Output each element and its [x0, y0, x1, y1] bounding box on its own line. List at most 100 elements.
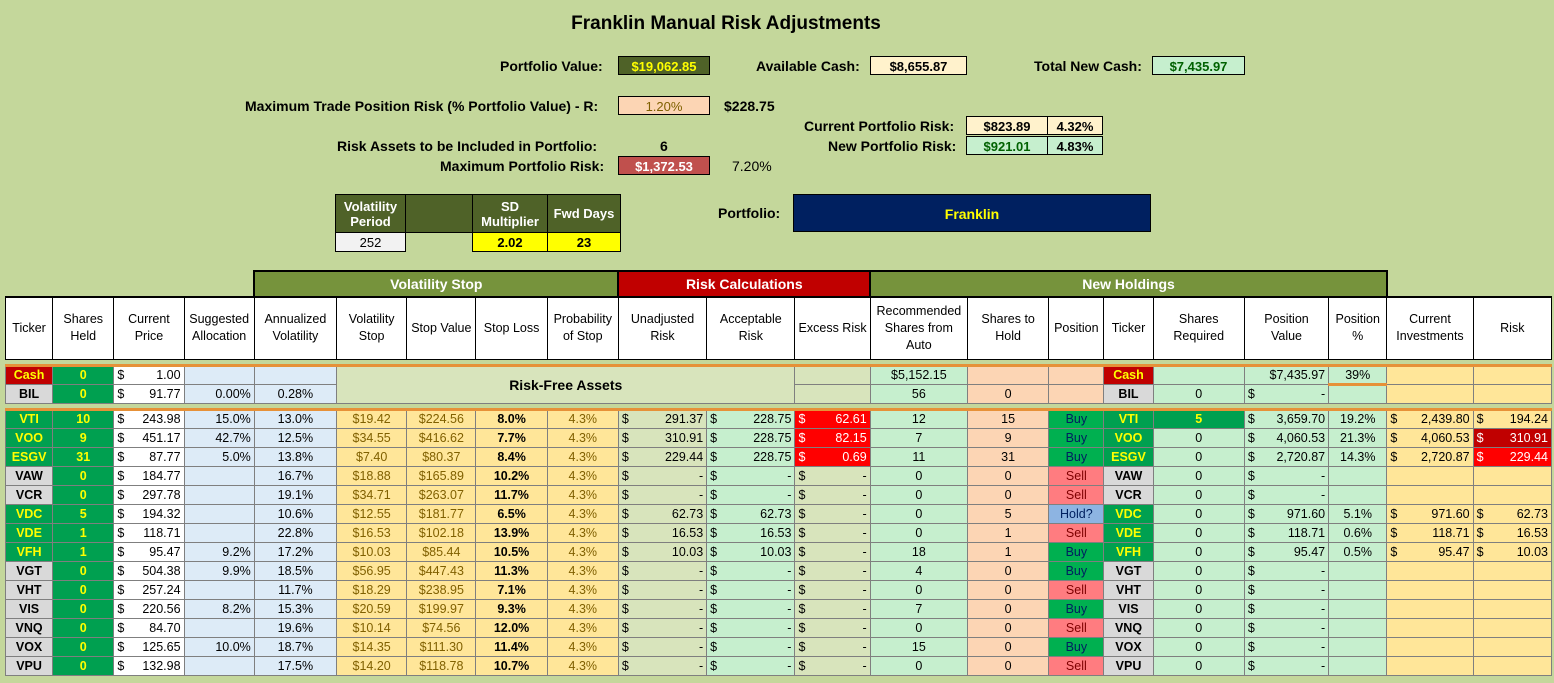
- params-spacer-header: [405, 194, 473, 233]
- current-risk-cell[interactable]: $823.89: [966, 116, 1048, 135]
- row-current-price[interactable]: $257.24: [113, 579, 185, 600]
- row-position-action[interactable]: Buy: [1048, 446, 1105, 467]
- row-shares-held[interactable]: 9: [52, 427, 115, 448]
- row-suggested-allocation[interactable]: 10.0%: [183, 636, 255, 657]
- row-shares-held[interactable]: 0: [52, 598, 115, 619]
- row-shares-to-hold[interactable]: 0: [966, 636, 1050, 657]
- row-shares-to-hold[interactable]: 0: [966, 579, 1050, 600]
- row-suggested-allocation[interactable]: 5.0%: [183, 446, 255, 467]
- row-shares-to-hold[interactable]: 0: [966, 598, 1050, 619]
- row-shares-held[interactable]: 10: [52, 408, 115, 429]
- row-suggested-allocation[interactable]: [183, 579, 255, 600]
- portfolio-name-cell[interactable]: Franklin: [793, 194, 1151, 232]
- row-position-pct: 0.6%: [1328, 522, 1388, 543]
- row-shares-to-hold[interactable]: 1: [966, 522, 1050, 543]
- row-current-investments: $971.60: [1386, 503, 1474, 524]
- row-unadjusted-risk: $ -: [617, 617, 708, 638]
- row-position-action[interactable]: Hold?: [1048, 503, 1105, 524]
- bil-hold[interactable]: 0: [966, 383, 1050, 404]
- total-new-cash-cell[interactable]: $7,435.97: [1152, 56, 1245, 75]
- row-shares-to-hold[interactable]: 0: [966, 655, 1050, 676]
- row-suggested-allocation[interactable]: [183, 522, 255, 543]
- row-current-price[interactable]: $243.98: [113, 408, 185, 429]
- row-suggested-allocation[interactable]: 15.0%: [183, 408, 255, 429]
- new-risk-pct-cell[interactable]: 4.83%: [1047, 136, 1103, 155]
- row-position-action[interactable]: Buy: [1048, 598, 1105, 619]
- row-shares-held[interactable]: 31: [52, 446, 115, 467]
- row-current-price[interactable]: $125.65: [113, 636, 185, 657]
- cash-held[interactable]: 0: [52, 364, 115, 385]
- bil-alloc[interactable]: 0.00%: [183, 383, 255, 404]
- row-shares-to-hold[interactable]: 0: [966, 617, 1050, 638]
- row-shares-to-hold[interactable]: 5: [966, 503, 1050, 524]
- max-trade-pct-cell[interactable]: 1.20%: [618, 96, 710, 115]
- row-shares-held[interactable]: 0: [52, 579, 115, 600]
- cash-alloc[interactable]: [183, 364, 255, 385]
- header-current-price: Current Price: [113, 296, 185, 360]
- row-position-value: $2,720.87: [1243, 446, 1330, 467]
- row-suggested-allocation[interactable]: 9.9%: [183, 560, 255, 581]
- row-shares-held[interactable]: 0: [52, 617, 115, 638]
- row-shares-to-hold[interactable]: 1: [966, 541, 1050, 562]
- row-position-action[interactable]: Sell: [1048, 617, 1105, 638]
- row-shares-held[interactable]: 0: [52, 636, 115, 657]
- row-shares-held[interactable]: 0: [52, 465, 115, 486]
- row-position-action[interactable]: Buy: [1048, 427, 1105, 448]
- available-cash-cell[interactable]: $8,655.87: [870, 56, 967, 75]
- row-position-action[interactable]: Buy: [1048, 408, 1105, 429]
- row-suggested-allocation[interactable]: 8.2%: [183, 598, 255, 619]
- row-shares-held[interactable]: 0: [52, 560, 115, 581]
- row-suggested-allocation[interactable]: [183, 484, 255, 505]
- row-volatility-stop: $19.42: [336, 408, 408, 429]
- row-shares-to-hold[interactable]: 0: [966, 484, 1050, 505]
- row-current-price[interactable]: $95.47: [113, 541, 185, 562]
- row-shares-to-hold[interactable]: 9: [966, 427, 1050, 448]
- row-shares-to-hold[interactable]: 0: [966, 560, 1050, 581]
- row-current-price[interactable]: $504.38: [113, 560, 185, 581]
- row-shares-held[interactable]: 1: [52, 522, 115, 543]
- sd-multiplier-cell[interactable]: 2.02: [472, 232, 548, 252]
- row-shares-held[interactable]: 0: [52, 484, 115, 505]
- vol-period-cell[interactable]: 252: [335, 232, 406, 252]
- row-shares-held[interactable]: 5: [52, 503, 115, 524]
- row-position-action[interactable]: Sell: [1048, 655, 1105, 676]
- row-position-action[interactable]: Buy: [1048, 541, 1105, 562]
- row-current-price[interactable]: $84.70: [113, 617, 185, 638]
- row-current-price[interactable]: $118.71: [113, 522, 185, 543]
- row-position-action[interactable]: Buy: [1048, 636, 1105, 657]
- row-shares-to-hold[interactable]: 15: [966, 408, 1050, 429]
- max-portfolio-risk-cell[interactable]: $1,372.53: [618, 156, 710, 175]
- row-suggested-allocation[interactable]: [183, 617, 255, 638]
- row-shares-to-hold[interactable]: 31: [966, 446, 1050, 467]
- row-current-price[interactable]: $184.77: [113, 465, 185, 486]
- row-shares-held[interactable]: 1: [52, 541, 115, 562]
- fwd-days-cell[interactable]: 23: [547, 232, 621, 252]
- row-current-price[interactable]: $87.77: [113, 446, 185, 467]
- current-risk-pct-cell[interactable]: 4.32%: [1047, 116, 1103, 135]
- row-current-price[interactable]: $297.78: [113, 484, 185, 505]
- bil-held[interactable]: 0: [52, 383, 115, 404]
- row-position-action[interactable]: Sell: [1048, 465, 1105, 486]
- row-position-action[interactable]: Sell: [1048, 484, 1105, 505]
- row-suggested-allocation[interactable]: [183, 655, 255, 676]
- row-suggested-allocation[interactable]: [183, 465, 255, 486]
- cash-price[interactable]: $1.00: [113, 364, 185, 385]
- row-suggested-allocation[interactable]: [183, 503, 255, 524]
- row-current-price[interactable]: $194.32: [113, 503, 185, 524]
- row-shares-to-hold[interactable]: 0: [966, 465, 1050, 486]
- row-current-price[interactable]: $132.98: [113, 655, 185, 676]
- row-position-action[interactable]: Sell: [1048, 522, 1105, 543]
- row-current-price[interactable]: $451.17: [113, 427, 185, 448]
- new-risk-cell[interactable]: $921.01: [966, 136, 1048, 155]
- row-current-price[interactable]: $220.56: [113, 598, 185, 619]
- row-shares-held[interactable]: 0: [52, 655, 115, 676]
- bil-price[interactable]: $91.77: [113, 383, 185, 404]
- row-position-action[interactable]: Sell: [1048, 579, 1105, 600]
- row-position-value: $118.71: [1243, 522, 1330, 543]
- row-position-action[interactable]: Buy: [1048, 560, 1105, 581]
- row-suggested-allocation[interactable]: 9.2%: [183, 541, 255, 562]
- row-suggested-allocation[interactable]: 42.7%: [183, 427, 255, 448]
- cash-hold[interactable]: [966, 364, 1050, 385]
- portfolio-value-cell[interactable]: $19,062.85: [618, 56, 710, 75]
- row-recommended-shares: 18: [869, 541, 969, 562]
